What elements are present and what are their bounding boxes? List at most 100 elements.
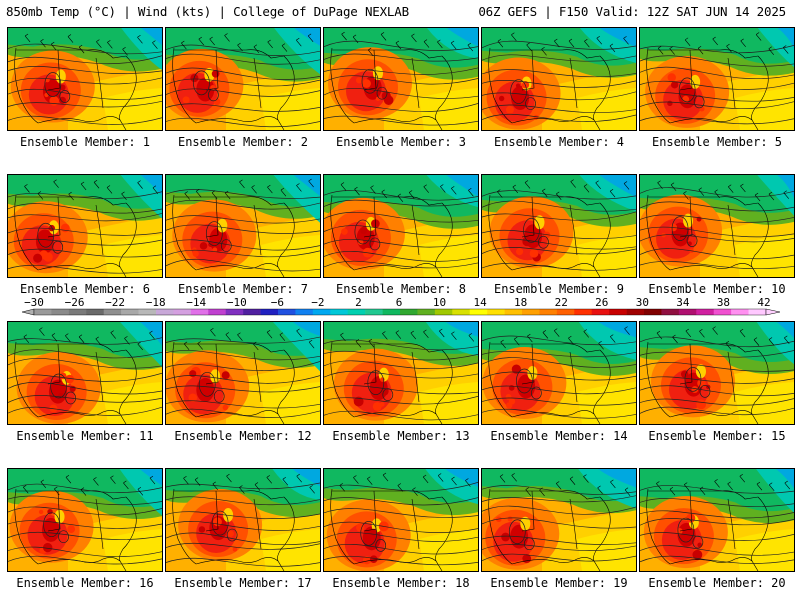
temperature-field-map [482,175,636,277]
colorbar-swatch [365,309,383,315]
temperature-field-map [482,322,636,424]
ensemble-member-caption: Ensemble Member: 6 [19,282,151,296]
ensemble-member-caption: Ensemble Member: 10 [648,282,786,296]
colorbar-swatch [713,309,732,315]
header-title: 850mb Temp (°C) | Wind (kts) | College o… [6,4,409,19]
ensemble-member-map [323,27,479,131]
colorbar-left-arrow [21,308,35,316]
ensemble-member-map [165,321,321,425]
ensemble-member-map [323,468,479,572]
colorbar-swatch [574,309,593,315]
colorbar-tick-label: −18 [145,296,166,309]
colorbar-swatch [731,309,749,315]
colorbar-swatch [51,309,70,315]
ensemble-member-map [323,321,479,425]
colorbar-swatch [347,309,366,315]
colorbar-swatch [121,309,139,315]
temperature-field-map [324,469,478,571]
colorbar-tick-label: 6 [395,296,403,309]
ensemble-member-map [639,321,795,425]
colorbar-swatch [417,309,436,315]
colorbar-swatch [208,309,227,315]
colorbar-swatch [34,309,52,315]
colorbar-swatch [626,309,645,315]
colorbar-swatch [278,309,296,315]
temperature-field-map [640,322,794,424]
ensemble-member-map [639,174,795,278]
temperature-field-map [8,175,162,277]
colorbar-tick-label: −10 [226,296,247,309]
ensemble-member-map [481,468,637,572]
colorbar-swatch [434,309,453,315]
temperature-field-map [8,322,162,424]
colorbar-swatch [138,309,157,315]
ensemble-member-caption: Ensemble Member: 14 [490,429,628,443]
colorbar-swatch [556,309,575,315]
colorbar-swatch [382,309,401,315]
ensemble-member-map [481,174,637,278]
ensemble-member-map [165,468,321,572]
colorbar-swatch [330,309,349,315]
ensemble-member-map [7,174,163,278]
ensemble-member-caption: Ensemble Member: 5 [651,135,783,149]
temperature-field-map [324,322,478,424]
ensemble-member-caption: Ensemble Member: 7 [177,282,309,296]
temperature-field-map [8,469,162,571]
ensemble-member-caption: Ensemble Member: 11 [16,429,154,443]
colorbar-swatch [156,309,174,315]
ensemble-member-map [481,27,637,131]
temperature-field-map [166,322,320,424]
colorbar-swatch [225,309,244,315]
colorbar-tick-label: −6 [270,296,284,309]
temperature-field-map [640,175,794,277]
ensemble-member-map [7,321,163,425]
ensemble-member-caption: Ensemble Member: 2 [177,135,309,149]
ensemble-member-map [165,174,321,278]
colorbar-swatch [748,309,767,315]
colorbar-tick-label: 10 [432,296,447,309]
ensemble-member-map [7,468,163,572]
colorbar-swatch [504,309,523,315]
colorbar-swatch [522,309,540,315]
ensemble-member-map [639,27,795,131]
colorbar-tick-label: 42 [757,296,771,309]
colorbar-tick-label: 2 [355,296,362,309]
colorbar-swatch [260,309,279,315]
ensemble-member-caption: Ensemble Member: 20 [648,576,786,590]
colorbar-tick-label: 22 [554,296,568,309]
colorbar-tick-label: 18 [514,296,528,309]
colorbar-tick-label: 26 [595,296,609,309]
colorbar-swatch [243,309,261,315]
ensemble-member-caption: Ensemble Member: 13 [332,429,470,443]
colorbar-tick-label: 34 [676,296,690,309]
colorbar-swatch [173,309,192,315]
colorbar-swatch [400,309,418,315]
temperature-field-map [640,28,794,130]
ensemble-member-caption: Ensemble Member: 18 [332,576,470,590]
temperature-field-map [482,469,636,571]
colorbar-swatch [86,309,105,315]
ensemble-member-caption: Ensemble Member: 12 [174,429,312,443]
colorbar-tick-label: 30 [635,296,649,309]
ensemble-member-caption: Ensemble Member: 3 [335,135,467,149]
header-run-info: 06Z GEFS | F150 Valid: 12Z SAT JUN 14 20… [478,4,786,19]
colorbar-swatch [696,309,715,315]
colorbar-swatch [103,309,122,315]
colorbar-tick-label: −30 [24,296,44,309]
temperature-colorbar [21,308,781,316]
ensemble-member-caption: Ensemble Member: 4 [493,135,625,149]
temperature-field-map [8,28,162,130]
colorbar-swatch [295,309,314,315]
ensemble-member-caption: Ensemble Member: 1 [19,135,151,149]
ensemble-member-caption: Ensemble Member: 8 [335,282,467,296]
temperature-field-map [640,469,794,571]
ensemble-member-map [323,174,479,278]
colorbar-tick-label: −22 [105,296,126,309]
temperature-field-map [166,469,320,571]
colorbar-swatch [661,309,680,315]
colorbar-swatch [190,309,209,315]
colorbar-swatch [487,309,505,315]
colorbar-tick-label: 38 [716,296,731,309]
colorbar-tick-label: 14 [473,296,487,309]
ensemble-member-map [7,27,163,131]
